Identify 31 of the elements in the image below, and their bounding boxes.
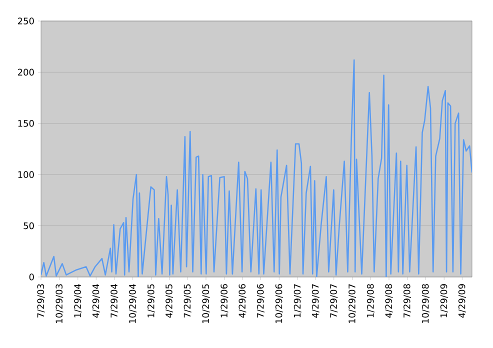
x-tick-label: 4/29/09 [458, 284, 466, 318]
y-tick-label: 250 [18, 18, 34, 24]
x-tick-label: 4/29/07 [312, 284, 320, 318]
x-tick-label: 4/29/04 [92, 284, 100, 318]
x-tick-label: 1/29/06 [220, 284, 228, 318]
x-tick-label: 7/29/03 [37, 284, 45, 318]
y-tick-label: 100 [18, 171, 34, 178]
x-tick-label: 1/29/04 [74, 284, 82, 318]
y-tick-label: 150 [18, 120, 34, 127]
line-series [41, 59, 472, 277]
x-tick-label: 10/29/07 [348, 284, 356, 323]
x-tick-label: 7/29/04 [110, 284, 118, 318]
x-tick-label: 7/29/07 [330, 284, 338, 318]
x-tick-label: 1/29/08 [367, 284, 375, 318]
x-tick-label: 7/29/05 [184, 284, 192, 318]
x-tick-label: 7/29/06 [256, 284, 264, 318]
x-tick-label: 10/29/04 [129, 284, 137, 323]
x-tick-label: 1/29/09 [440, 284, 448, 318]
x-tick-label: 10/29/06 [275, 284, 283, 323]
x-tick-label: 4/29/08 [385, 284, 393, 318]
x-tick-label: 1/29/05 [148, 284, 156, 318]
y-tick-label: 0 [29, 274, 34, 280]
x-tick-label: 10/29/08 [422, 284, 430, 323]
x-tick-label: 10/29/05 [202, 284, 210, 323]
y-tick-label: 50 [24, 222, 34, 230]
x-tick-label: 4/29/05 [166, 284, 174, 318]
x-tick-label: 1/29/07 [294, 284, 302, 318]
x-tick-label: 7/29/08 [403, 284, 411, 318]
x-tick-label: 4/29/06 [238, 284, 246, 318]
y-tick-label: 200 [18, 68, 34, 76]
x-tick-label: 10/29/03 [56, 284, 64, 323]
